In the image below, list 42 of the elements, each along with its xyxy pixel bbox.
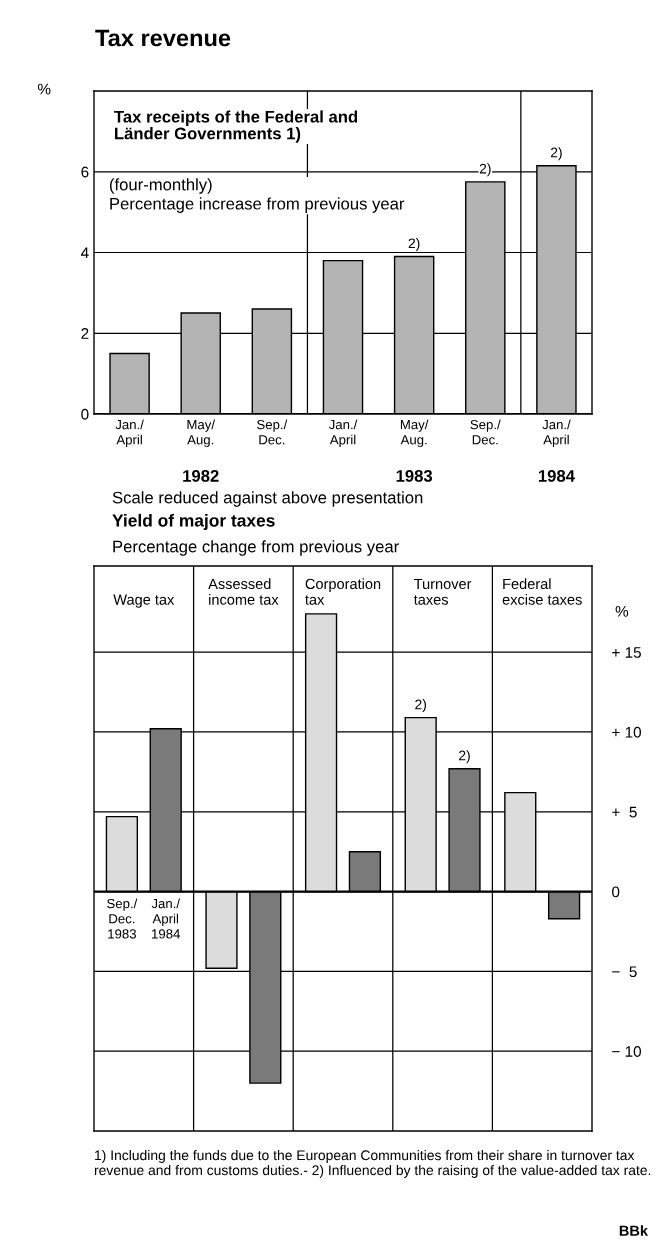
annotation: 2) (459, 750, 470, 764)
annotation: 2) (479, 163, 491, 177)
y-tick-label: + 5 (612, 806, 637, 818)
y-tick-label: 0 (81, 408, 89, 420)
text: 1983 (396, 470, 433, 482)
text: 1984 (538, 470, 575, 482)
text: Scale reduced against above presentation (112, 491, 423, 507)
y-tick-label: 0 (612, 886, 620, 898)
y-tick-label: 2 (81, 328, 89, 339)
series-label: Sep./ Dec. 1983 (107, 898, 138, 939)
chart-title: Yield of major taxes (112, 513, 275, 531)
x-tick-label: May/ Aug. (187, 419, 216, 448)
text: 1982 (183, 470, 219, 482)
x-tick-label: Turnover taxes (413, 578, 472, 605)
x-tick-label: Sep./ Dec. (257, 419, 288, 445)
text: Tax receipts of the Federal and Länder Governments 1) (114, 110, 358, 143)
y-axis-title: % (615, 606, 629, 617)
x-tick-label: May/ Aug. (400, 419, 429, 448)
y-tick-label: − 5 (612, 966, 637, 978)
x-tick-label: Corporation tax (305, 578, 381, 605)
chart-title: Tax revenue (95, 29, 231, 47)
x-tick-label: Wage tax (113, 594, 175, 608)
x-tick-label: Jan./ April (115, 419, 144, 448)
y-tick-label: + 10 (612, 726, 642, 738)
x-tick-label: Assessed income tax (208, 578, 279, 605)
annotation: 2) (415, 699, 426, 713)
text: 1) Including the funds due to the European Communities from their share in turnover tax revenue and from customs duties.- 2) Influenced by the raising of the value-added tax rate. (94, 1150, 651, 1178)
chart-subtitle: Percentage change from previous year (113, 540, 399, 556)
annotation: 2) (408, 238, 420, 251)
x-tick-label: Jan./ April (542, 419, 571, 448)
series-label: Jan./ April 1984 (151, 898, 181, 939)
text: BBk (619, 1225, 649, 1236)
y-tick-label: 4 (80, 247, 89, 259)
y-tick-label: 6 (81, 166, 89, 178)
y-tick-label: − 10 (612, 1046, 642, 1057)
x-tick-label: Federal excise taxes (502, 578, 582, 605)
annotation: 2) (550, 147, 562, 161)
y-tick-label: + 15 (612, 647, 641, 658)
x-tick-label: Sep./ Dec. (470, 419, 501, 445)
annotation: (four-monthly) Percentage increase from previous year (109, 178, 405, 213)
x-tick-label: Jan./ April (328, 419, 358, 448)
y-axis-title: % (37, 83, 51, 95)
